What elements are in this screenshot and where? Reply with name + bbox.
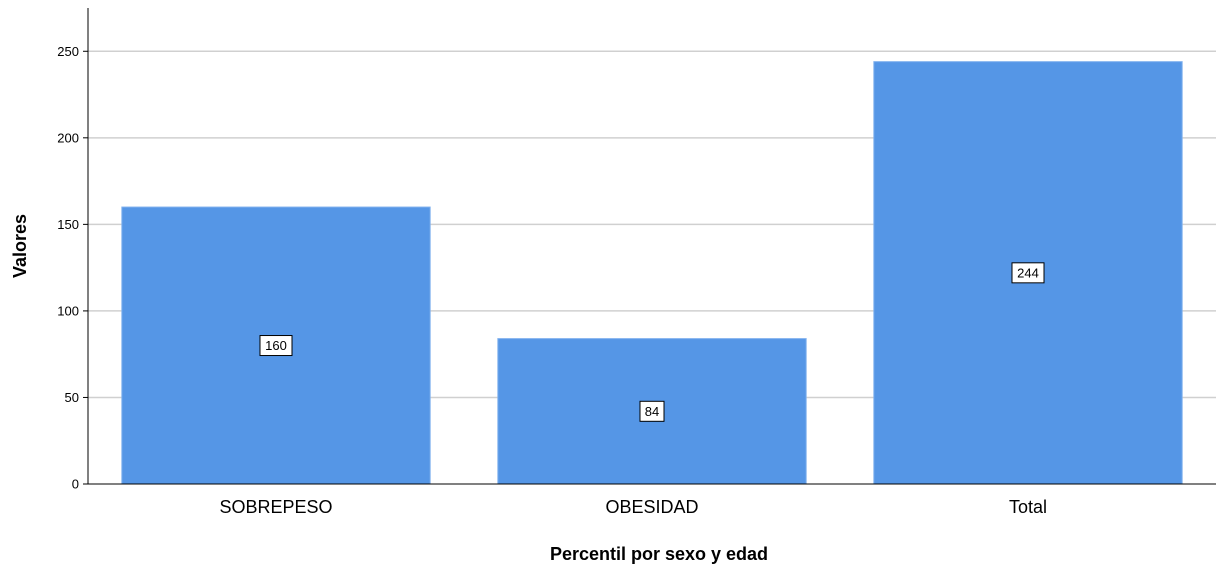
data-label: 244	[1017, 265, 1039, 280]
y-axis-title: Valores	[10, 214, 30, 278]
y-tick-label: 50	[65, 390, 79, 405]
y-tick-label: 150	[57, 217, 79, 232]
data-labels: 160 84 244	[259, 262, 1045, 422]
y-ticks: 0 50 100 150 200 250	[57, 44, 88, 492]
y-tick-label: 0	[72, 477, 79, 492]
y-tick-label: 100	[57, 303, 79, 318]
data-label-box	[639, 400, 665, 422]
y-tick-label: 250	[57, 44, 79, 59]
x-tick-label: Total	[1009, 497, 1047, 517]
bars	[121, 61, 1183, 485]
data-label-box	[259, 335, 293, 357]
data-label: 84	[645, 404, 659, 419]
data-label: 160	[265, 338, 287, 353]
x-tick-label: OBESIDAD	[605, 497, 698, 517]
data-label-box	[1011, 262, 1045, 284]
y-tick-label: 200	[57, 130, 79, 145]
x-axis-title: Percentil por sexo y edad	[550, 544, 768, 564]
x-tick-label: SOBREPESO	[219, 497, 332, 517]
axes	[87, 8, 1216, 485]
x-tick-labels: SOBREPESO OBESIDAD Total	[219, 497, 1047, 517]
